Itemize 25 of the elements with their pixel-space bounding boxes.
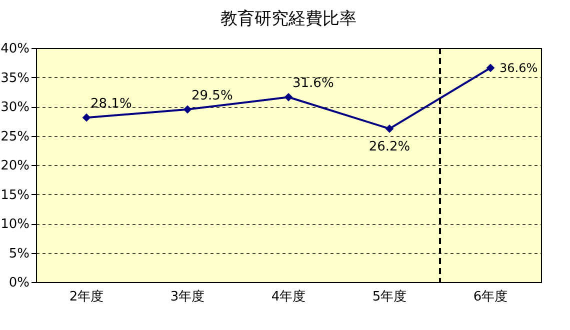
y-tick-label: 5% — [8, 246, 30, 262]
text: 29.5% — [192, 88, 233, 104]
y-tick-label: 30% — [0, 100, 30, 115]
point — [82, 113, 91, 122]
y-tick-label: 40% — [0, 42, 30, 56]
point — [183, 105, 192, 114]
x-tick-label: 5年度 — [372, 288, 407, 304]
y-tick-label: 15% — [0, 188, 30, 203]
y-tick-label: 25% — [0, 129, 30, 144]
text: 31.6% — [292, 76, 334, 92]
y-tick-label: 35% — [0, 70, 30, 86]
y-tick-label: 10% — [0, 217, 30, 232]
x-tick-label: 3年度 — [170, 288, 205, 304]
chart-title: 教育研究経費比率 — [220, 9, 356, 29]
text: 26.2% — [368, 140, 410, 155]
y-tick-label: 0% — [8, 276, 30, 290]
point — [486, 64, 495, 72]
text: 28.1% — [90, 96, 132, 112]
text: 36.6% — [500, 60, 538, 75]
x-tick-label: 6年度 — [473, 288, 508, 304]
y-tick-label: 20% — [0, 158, 30, 174]
x-tick-label: 4年度 — [271, 288, 306, 304]
x-tick-label: 2年度 — [69, 288, 104, 304]
point — [284, 92, 293, 102]
point — [385, 124, 394, 133]
